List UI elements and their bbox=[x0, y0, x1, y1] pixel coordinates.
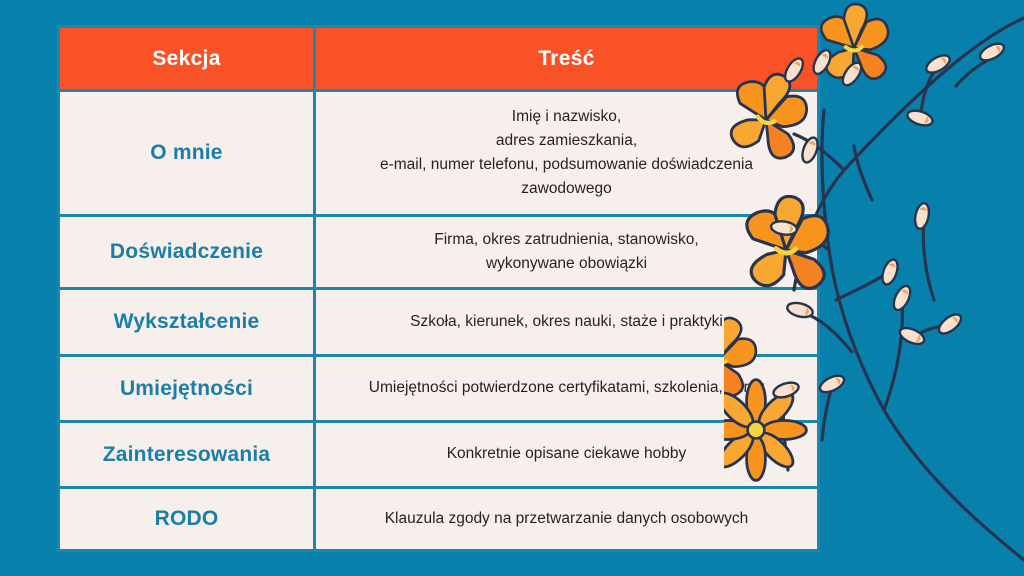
section-content: Szkoła, kierunek, okres nauki, staże i p… bbox=[313, 287, 820, 357]
section-content: Umiejętności potwierdzone certyfikatami,… bbox=[313, 354, 820, 423]
content-line: zawodowego bbox=[521, 180, 612, 198]
section-label: Umiejętności bbox=[57, 354, 316, 423]
table-row: Wykształcenie Szkoła, kierunek, okres na… bbox=[57, 287, 820, 357]
flower-top-right bbox=[815, 0, 897, 88]
content-line: wykonywane obowiązki bbox=[485, 255, 648, 272]
content-line: Szkoła, kierunek, okres nauki, staże i p… bbox=[410, 312, 723, 330]
section-content: Klauzula zgody na przetwarzanie danych o… bbox=[313, 486, 820, 552]
table-row: O mnie Imię i nazwisko, adres zamieszkan… bbox=[57, 89, 820, 217]
section-label: Doświadczenie bbox=[57, 214, 316, 290]
content-line: Klauzula zgody na przetwarzanie danych o… bbox=[384, 509, 749, 527]
table-row: Umiejętności Umiejętności potwierdzone c… bbox=[57, 354, 820, 423]
content-line: e-mail, numer telefonu, podsumowanie doś… bbox=[379, 156, 754, 173]
section-content: Imię i nazwisko, adres zamieszkania, e-m… bbox=[313, 89, 820, 217]
content-line: Umiejętności potwierdzone certyfikatami,… bbox=[368, 379, 765, 397]
cv-sections-table: Sekcja Treść O mnie Imię i nazwisko, adr… bbox=[57, 25, 820, 552]
table-row: RODO Klauzula zgody na przetwarzanie dan… bbox=[57, 486, 820, 552]
section-label: O mnie bbox=[57, 89, 316, 217]
table-row: Doświadczenie Firma, okres zatrudnienia,… bbox=[57, 214, 820, 290]
column-header-content: Treść bbox=[313, 25, 820, 92]
section-content: Firma, okres zatrudnienia, stanowisko, w… bbox=[313, 214, 820, 290]
table-row: Zainteresowania Konkretnie opisane cieka… bbox=[57, 420, 820, 489]
content-line: adres zamieszkania, bbox=[495, 131, 638, 149]
content-line: Konkretnie opisane ciekawe hobby bbox=[446, 445, 687, 463]
column-header-section: Sekcja bbox=[57, 25, 316, 92]
content-line: Firma, okres zatrudnienia, stanowisko, bbox=[434, 230, 699, 248]
section-label: RODO bbox=[57, 486, 316, 552]
content-line: Imię i nazwisko, bbox=[511, 107, 622, 125]
table-header-row: Sekcja Treść bbox=[57, 25, 820, 92]
section-content: Konkretnie opisane ciekawe hobby bbox=[313, 420, 820, 489]
section-label: Zainteresowania bbox=[57, 420, 316, 489]
section-label: Wykształcenie bbox=[57, 287, 316, 357]
